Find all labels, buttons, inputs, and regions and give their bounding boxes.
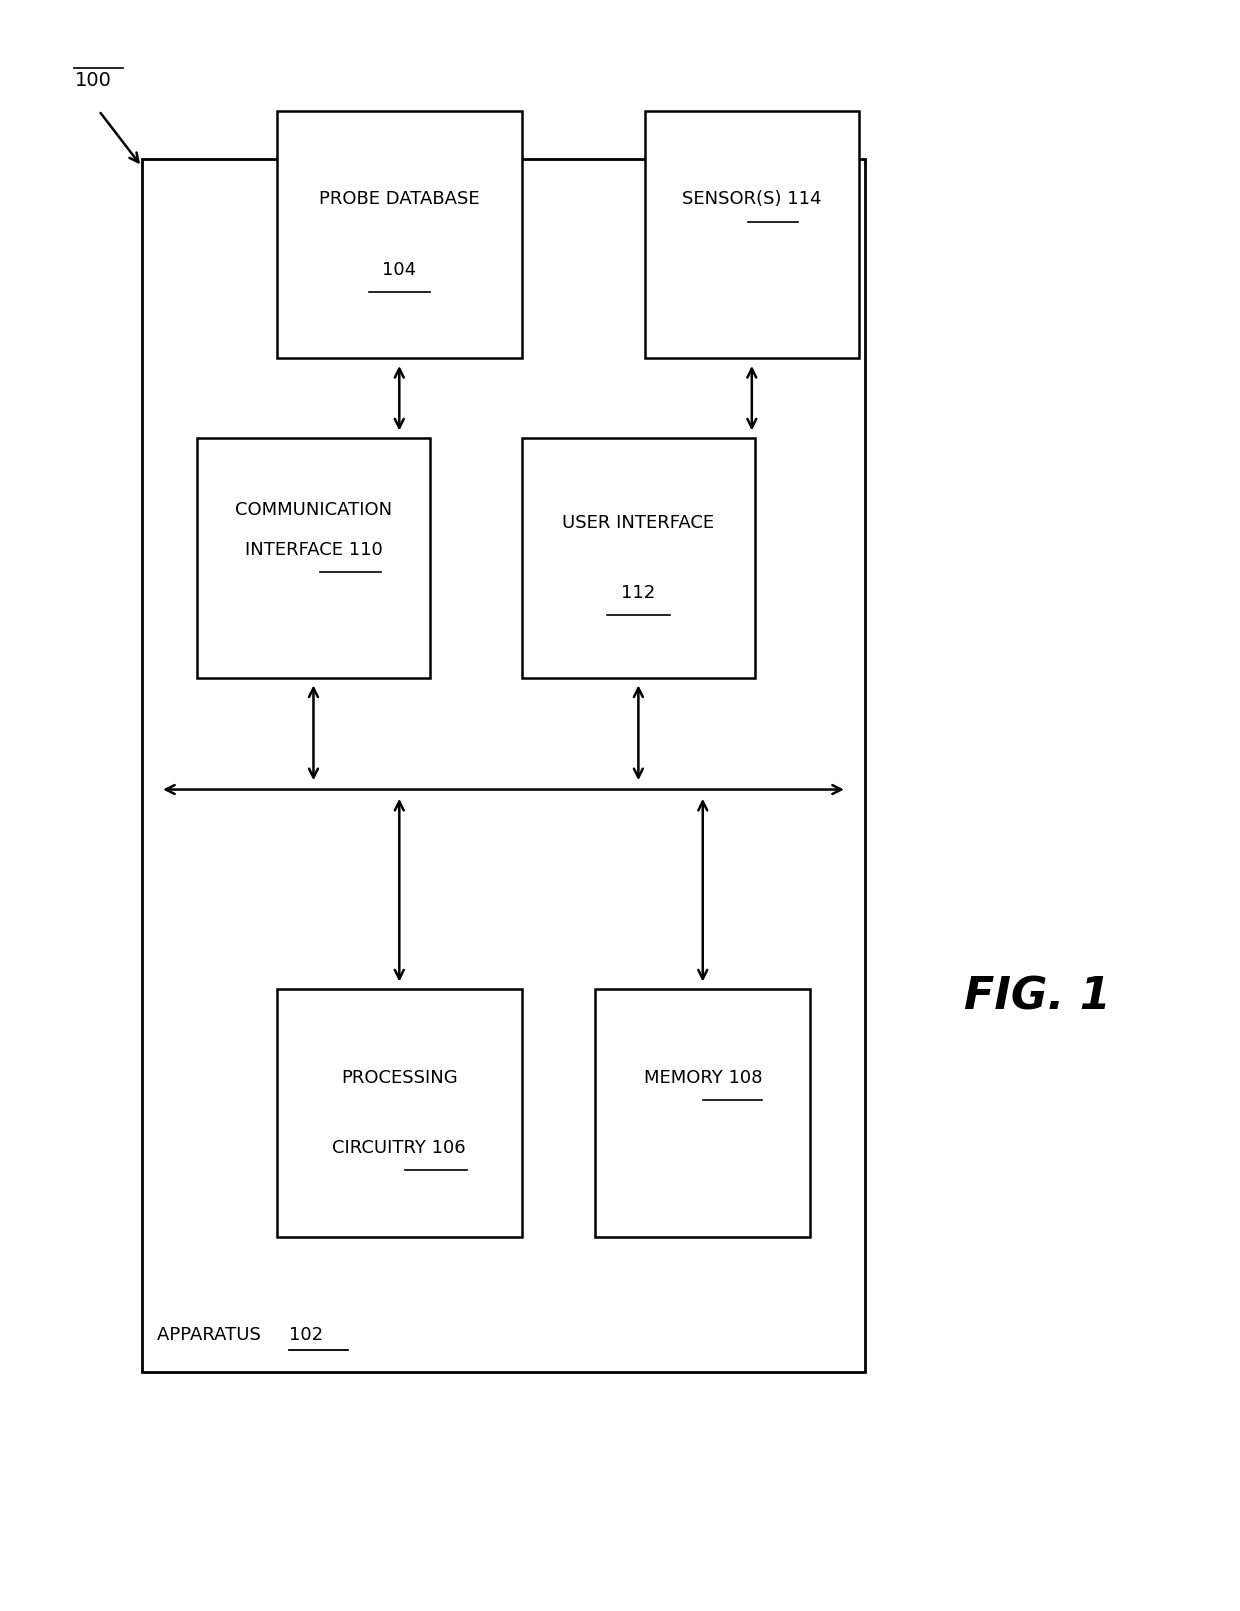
Bar bbox=[197, 438, 430, 678]
Text: APPARATUS: APPARATUS bbox=[156, 1326, 267, 1344]
Text: SENSOR(S) 114: SENSOR(S) 114 bbox=[682, 190, 822, 208]
Text: PROCESSING: PROCESSING bbox=[341, 1068, 458, 1087]
Bar bbox=[522, 438, 755, 678]
Text: 102: 102 bbox=[289, 1326, 324, 1344]
Text: COMMUNICATION: COMMUNICATION bbox=[234, 501, 392, 519]
Text: INTERFACE 110: INTERFACE 110 bbox=[244, 541, 382, 559]
Bar bbox=[277, 989, 522, 1237]
Bar bbox=[645, 111, 859, 358]
Bar bbox=[141, 158, 866, 1373]
Text: USER INTERFACE: USER INTERFACE bbox=[562, 514, 714, 532]
Bar bbox=[277, 111, 522, 358]
Bar bbox=[595, 989, 810, 1237]
Text: 100: 100 bbox=[74, 71, 112, 90]
Text: PROBE DATABASE: PROBE DATABASE bbox=[319, 190, 480, 208]
Text: 112: 112 bbox=[621, 585, 656, 603]
Text: MEMORY 108: MEMORY 108 bbox=[644, 1068, 763, 1087]
Text: FIG. 1: FIG. 1 bbox=[963, 976, 1110, 1018]
Text: CIRCUITRY 106: CIRCUITRY 106 bbox=[332, 1139, 466, 1157]
Text: 104: 104 bbox=[382, 261, 417, 279]
